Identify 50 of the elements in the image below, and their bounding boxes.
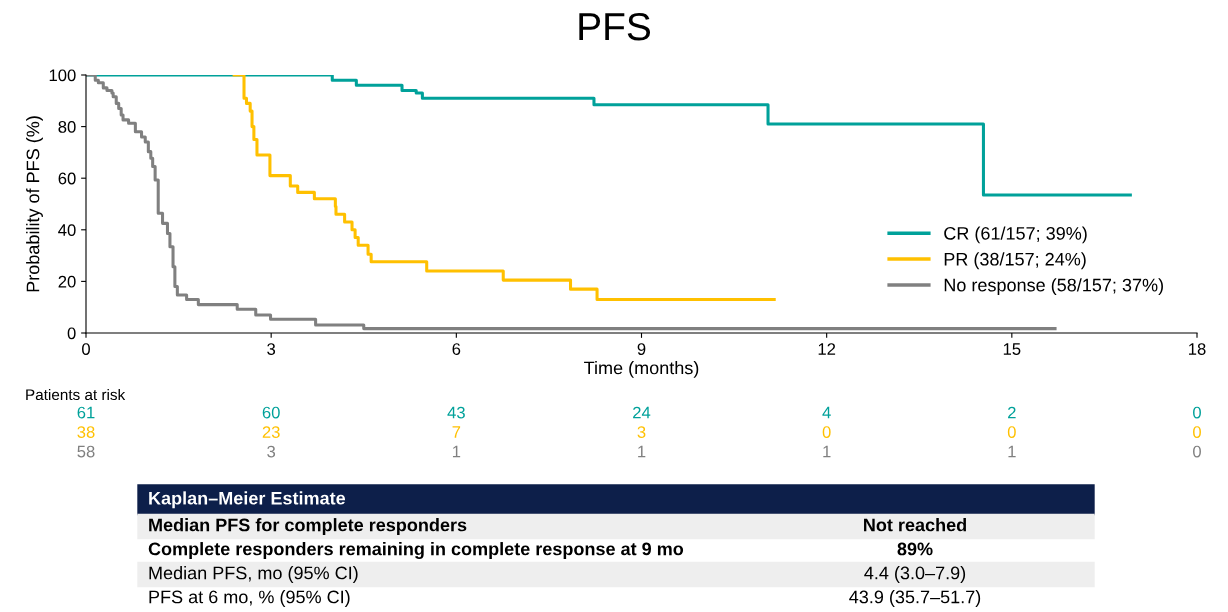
chart-title: PFS (579, 12, 651, 41)
text: Complete responders remaining in complete response at 9 mo (148, 542, 684, 559)
text: 58 (77, 445, 95, 458)
y-tick-label: 80 (58, 121, 76, 133)
text: 3 (267, 445, 276, 458)
y-tick-label: 0 (67, 327, 76, 340)
legend-label: PR (38/157; 24%) (944, 252, 1086, 270)
text: 60 (262, 406, 280, 419)
text: 24 (633, 406, 651, 419)
y-tick-label: 60 (58, 172, 76, 185)
x-tick-label: 15 (1003, 343, 1021, 355)
text: 1 (1008, 445, 1016, 458)
text: 1 (823, 445, 831, 458)
text: 43.9 (35.7–51.7) (849, 590, 981, 607)
text: Median PFS for complete responders (149, 518, 467, 535)
text: 0 (1193, 406, 1201, 419)
text: 7 (452, 426, 461, 438)
text: 0 (1193, 426, 1201, 438)
text: 38 (77, 426, 95, 438)
text: 0 (1007, 426, 1016, 438)
x-tick-label: 9 (637, 343, 646, 355)
text: 89% (897, 542, 933, 556)
x-axis-title: Time (months) (584, 361, 699, 378)
text: Kaplan–Meier Estimate (149, 491, 346, 509)
text: 2 (1008, 406, 1016, 419)
text: 4.4 (3.0–7.9) (864, 566, 966, 583)
x-tick-label: 3 (267, 343, 276, 355)
x-tick-label: 6 (452, 343, 461, 355)
x-tick-label: 12 (818, 343, 836, 355)
text: 23 (262, 426, 280, 438)
legend-label: CR (61/157; 39%) (944, 226, 1087, 244)
x-tick-label: 18 (1189, 343, 1206, 355)
text: Not reached (864, 518, 966, 532)
text: 43 (447, 406, 465, 419)
text: 1 (452, 445, 461, 458)
text: 1 (638, 445, 646, 458)
text: 4 (822, 406, 831, 419)
x-tick-label: 0 (82, 343, 90, 355)
y-tick-label: 40 (58, 224, 76, 236)
text: 0 (1193, 445, 1201, 458)
text: 0 (822, 426, 831, 438)
legend-label: No response (58/157; 37%) (944, 278, 1163, 296)
text: 61 (77, 406, 95, 419)
text: PFS at 6 mo, % (95% CI) (149, 590, 350, 607)
y-tick-label: 100 (49, 69, 76, 82)
y-axis-title: Probability of PFS (%) (26, 116, 43, 292)
text: 3 (637, 426, 646, 438)
text: Patients at risk (26, 388, 126, 401)
text: Median PFS, mo (95% CI) (149, 566, 358, 583)
y-tick-label: 20 (58, 275, 76, 288)
